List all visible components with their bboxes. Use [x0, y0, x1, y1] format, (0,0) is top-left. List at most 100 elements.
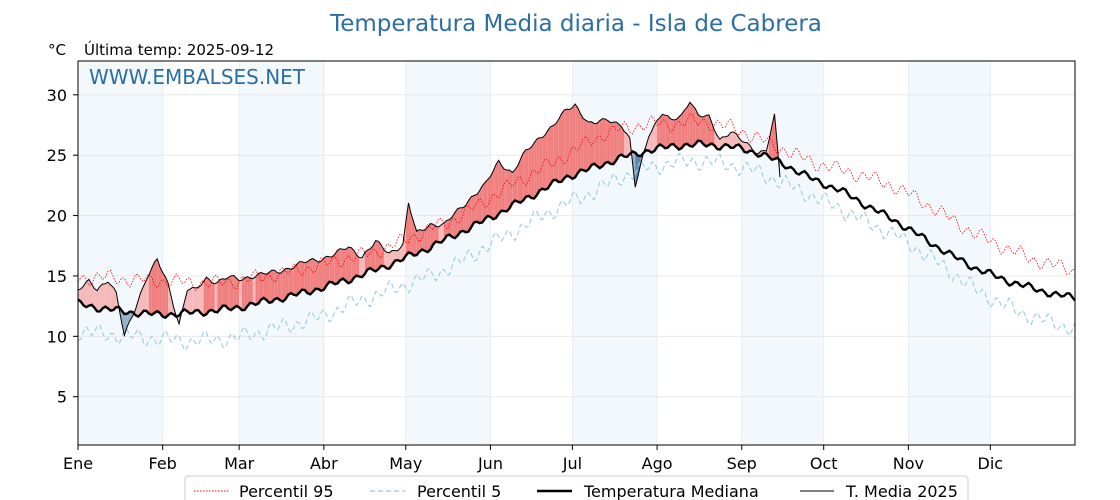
anomaly-segment — [769, 126, 772, 160]
anomaly-segment — [321, 258, 324, 291]
y-tick-label-30: 30 — [47, 86, 67, 105]
anomaly-segment — [383, 249, 387, 269]
anomaly-segment — [673, 119, 677, 147]
anomaly-segment — [198, 285, 201, 314]
anomaly-segment — [269, 270, 272, 303]
x-tick-label-ene: Ene — [63, 454, 93, 473]
anomaly-segment — [627, 134, 630, 157]
anomaly-segment — [648, 131, 652, 153]
anomaly-segment — [687, 102, 690, 146]
anomaly-segment — [558, 113, 562, 183]
x-tick-label-oct: Oct — [810, 454, 838, 473]
x-tick-label-feb: Feb — [149, 454, 177, 473]
anomaly-segment — [564, 109, 567, 179]
anomaly-segment — [293, 264, 297, 296]
anomaly-segment — [230, 275, 234, 311]
anomaly-segment — [214, 282, 218, 313]
anomaly-segment — [91, 284, 95, 308]
anomaly-segment — [703, 115, 707, 147]
anomaly-segment — [83, 281, 87, 308]
anomaly-segment — [192, 287, 196, 313]
anomaly-segment — [416, 229, 420, 256]
anomaly-segment — [430, 223, 434, 250]
anomaly-segment — [146, 275, 150, 314]
anomaly-segment — [143, 280, 147, 311]
anomaly-segment — [394, 250, 398, 261]
anomaly-segment — [222, 278, 226, 306]
anomaly-segment — [698, 114, 701, 142]
y-tick-label-25: 25 — [47, 146, 67, 165]
anomaly-segment — [225, 277, 229, 309]
anomaly-segment — [525, 149, 529, 197]
anomaly-segment — [342, 249, 346, 281]
anomaly-segment — [465, 200, 469, 233]
anomaly-segment — [211, 282, 215, 312]
x-tick-label-ago: Ago — [642, 454, 673, 473]
anomaly-segment — [121, 310, 125, 336]
anomaly-segment — [124, 313, 128, 336]
anomaly-segment — [706, 114, 709, 147]
anomaly-segment — [195, 287, 199, 311]
anomaly-segment — [605, 118, 608, 163]
anomaly-segment — [681, 110, 685, 149]
anomaly-segment — [277, 272, 281, 301]
anomaly-segment — [539, 137, 543, 191]
anomaly-segment — [536, 137, 540, 196]
anomaly-segment — [94, 288, 98, 312]
anomaly-segment — [588, 121, 592, 170]
anomaly-segment — [250, 278, 253, 304]
anomaly-segment — [692, 105, 696, 147]
anomaly-segment — [203, 277, 207, 316]
month-band-ene — [78, 61, 163, 445]
x-tick-label-mar: Mar — [224, 454, 255, 473]
anomaly-segment — [665, 115, 669, 149]
anomaly-segment — [484, 179, 488, 219]
anomaly-segment — [468, 196, 472, 232]
anomaly-segment — [340, 248, 343, 281]
anomaly-segment — [651, 124, 655, 153]
month-band-jul — [572, 61, 658, 445]
anomaly-segment — [460, 207, 464, 232]
anomaly-segment — [312, 258, 316, 292]
line-t-media-2025 — [77, 101, 781, 338]
anomaly-segment — [657, 117, 660, 147]
anomaly-segment — [457, 207, 461, 236]
anomaly-segment — [348, 247, 352, 284]
anomaly-segment — [108, 282, 111, 311]
anomaly-segment — [730, 131, 734, 148]
anomaly-segment — [607, 120, 611, 164]
line-percentil-5 — [77, 152, 1076, 352]
y-tick-label-5: 5 — [57, 388, 67, 407]
anomaly-segment — [88, 279, 92, 306]
anomaly-segment — [435, 226, 439, 243]
anomaly-segment — [159, 266, 163, 317]
anomaly-segment — [78, 289, 81, 302]
anomaly-segment — [454, 208, 458, 239]
anomaly-segment — [332, 254, 335, 285]
anomaly-segment — [487, 176, 491, 218]
anomaly-segment — [356, 254, 360, 277]
anomaly-segment — [99, 284, 103, 312]
anomaly-segment — [244, 276, 248, 310]
anomaly-segment — [474, 194, 477, 223]
anomaly-segment — [618, 124, 622, 156]
anomaly-segment — [708, 114, 712, 145]
anomaly-segment — [381, 244, 384, 267]
anomaly-segment — [241, 277, 245, 311]
unit-label: °C — [48, 41, 66, 59]
anomaly-segment — [345, 247, 349, 284]
x-tick-label-dic: Dic — [978, 454, 1004, 473]
x-axis: Ene Feb Mar Abr May Jun Jul Ago Sep Oct Nov Dic — [63, 445, 1003, 473]
anomaly-segment — [138, 292, 141, 317]
anomaly-segment — [140, 285, 144, 315]
anomaly-segment — [583, 118, 587, 172]
anomaly-segment — [624, 131, 628, 157]
anomaly-segment — [550, 125, 554, 185]
anomaly-segment — [239, 280, 242, 311]
anomaly-segment — [659, 114, 663, 146]
anomaly-segment — [523, 149, 526, 201]
anomaly-segment — [206, 277, 210, 315]
anomaly-segment — [220, 278, 223, 310]
anomaly-segment — [728, 132, 731, 148]
anomaly-segment — [531, 142, 535, 199]
